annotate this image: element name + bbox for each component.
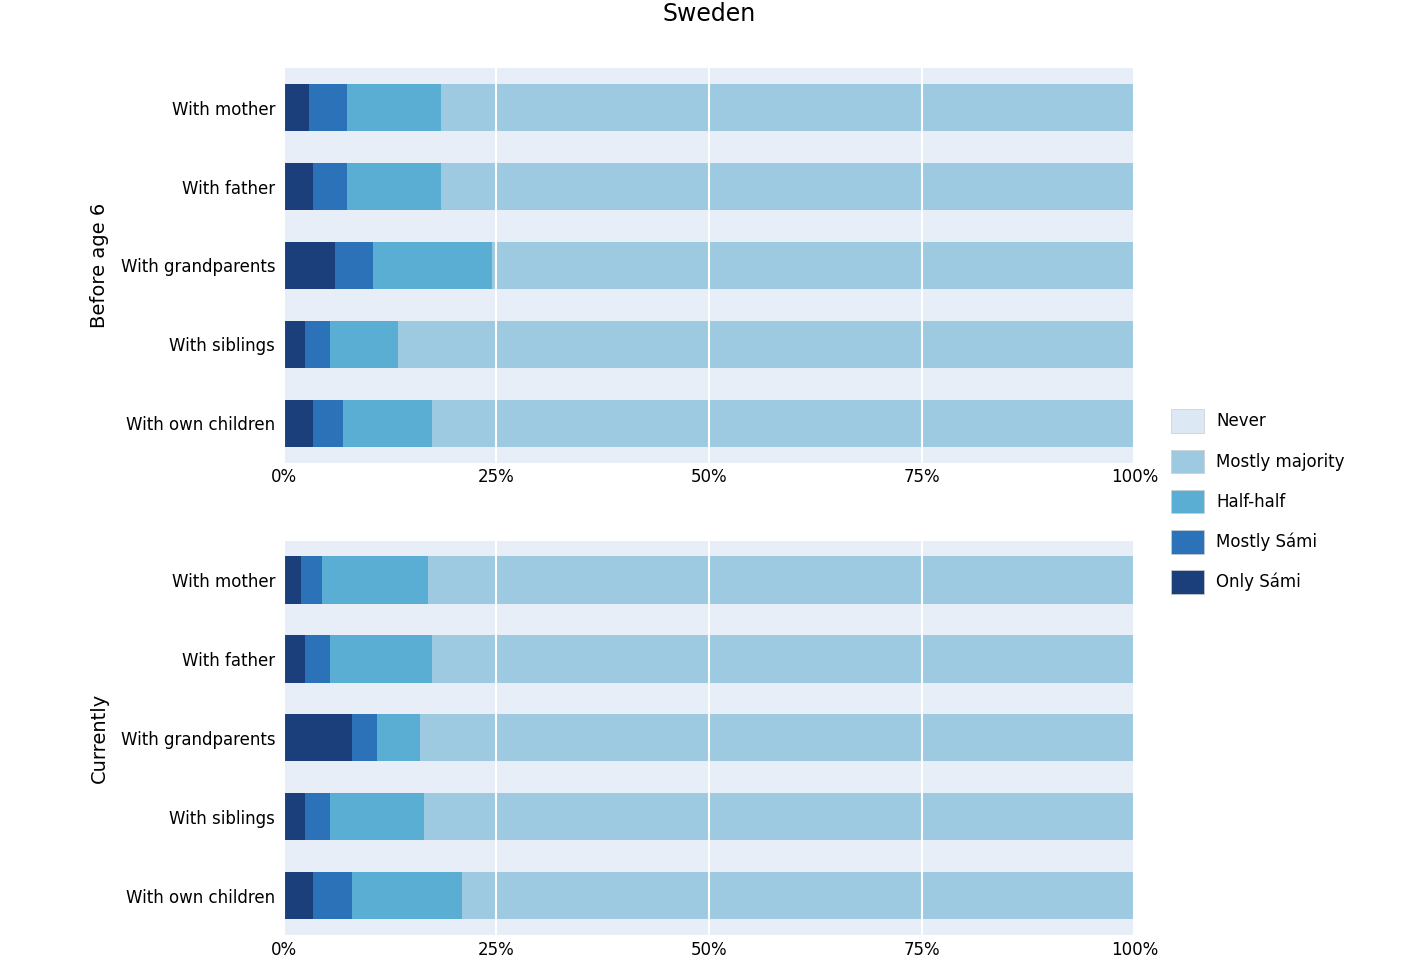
Bar	[373, 242, 492, 289]
Bar	[330, 635, 432, 683]
Bar	[330, 320, 398, 368]
Bar	[284, 635, 305, 683]
Bar	[420, 714, 1134, 762]
Bar	[432, 635, 1134, 683]
Bar	[313, 399, 343, 447]
Y-axis label: Currently: Currently	[91, 693, 109, 783]
Bar	[284, 556, 301, 604]
Bar	[352, 714, 377, 762]
Bar	[284, 714, 352, 762]
Bar	[284, 84, 309, 131]
Bar	[284, 320, 305, 368]
Bar	[441, 163, 1134, 210]
Bar	[428, 556, 1134, 604]
Bar	[284, 399, 313, 447]
Bar	[322, 556, 428, 604]
Bar	[335, 242, 373, 289]
Bar	[492, 242, 1134, 289]
Y-axis label: Before age 6: Before age 6	[91, 203, 109, 328]
Bar	[305, 320, 330, 368]
Bar	[301, 556, 322, 604]
Bar	[377, 714, 420, 762]
Bar	[313, 872, 352, 919]
Bar	[313, 163, 347, 210]
Bar	[284, 793, 305, 841]
Bar	[441, 84, 1134, 131]
Bar	[432, 399, 1134, 447]
Legend: Never, Mostly majority, Half-half, Mostly Sámi, Only Sámi: Never, Mostly majority, Half-half, Mostl…	[1171, 409, 1344, 594]
Bar	[343, 399, 432, 447]
Bar	[352, 872, 462, 919]
Bar	[347, 84, 441, 131]
Bar	[305, 793, 330, 841]
Bar	[330, 793, 424, 841]
Bar	[398, 320, 1134, 368]
Bar	[424, 793, 1134, 841]
Bar	[284, 163, 313, 210]
Bar	[347, 163, 441, 210]
Bar	[309, 84, 347, 131]
Bar	[284, 872, 313, 919]
Text: Sweden: Sweden	[662, 2, 756, 26]
Bar	[305, 635, 330, 683]
Bar	[284, 242, 335, 289]
Bar	[462, 872, 1134, 919]
